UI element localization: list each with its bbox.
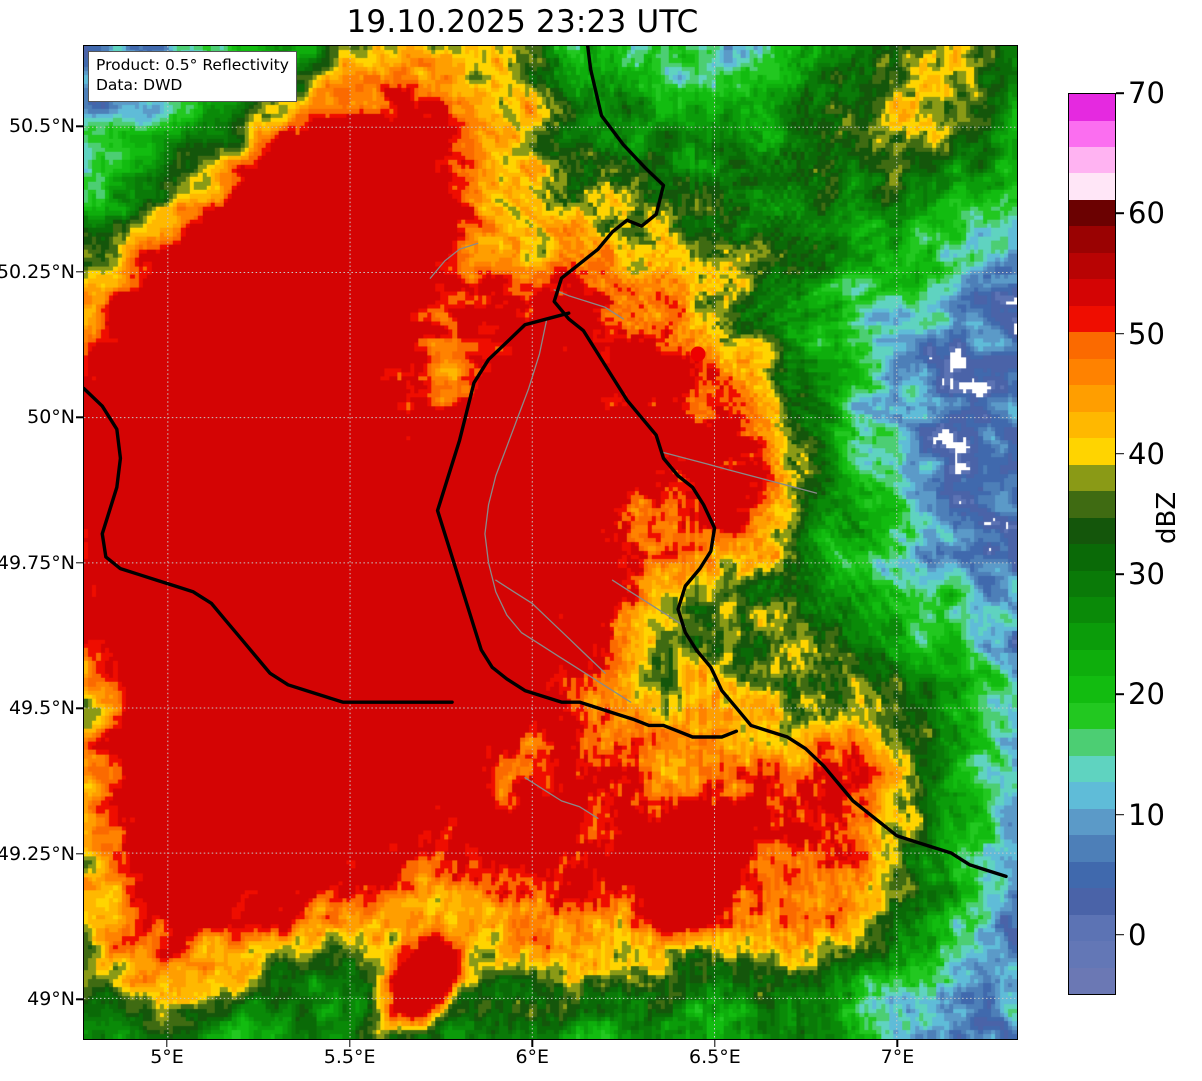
- colorbar-band-21: [1069, 411, 1115, 439]
- latitude-tick-mark-50.25: [76, 271, 83, 273]
- latitude-tick-mark-49.5: [76, 707, 83, 710]
- longitude-tick-label-6.5: 6.5°E: [688, 1046, 741, 1068]
- colorbar-band-29: [1069, 199, 1115, 227]
- colorbar-band-32: [1069, 120, 1115, 147]
- colorbar-tick-mark-10: [1116, 813, 1124, 816]
- figure-title: 19.10.2025 23:23 UTC: [346, 4, 699, 40]
- colorbar-tick-label-0: 0: [1128, 917, 1147, 952]
- colorbar-band-9: [1069, 729, 1115, 756]
- colorbar-band-26: [1069, 279, 1115, 306]
- colorbar-band-7: [1069, 782, 1115, 809]
- colorbar-band-0: [1069, 967, 1115, 994]
- latitude-tick-label-49: 49°N: [27, 988, 75, 1011]
- latitude-tick-mark-50: [76, 416, 83, 419]
- colorbar-band-24: [1069, 332, 1115, 359]
- latitude-tick-label-49.75: 49.75°N: [0, 551, 75, 574]
- colorbar-band-25: [1069, 305, 1115, 333]
- colorbar-tick-mark-60: [1116, 212, 1124, 215]
- colorbar-tick-mark-70: [1116, 92, 1124, 94]
- product-info-box: Product: 0.5° Reflectivity Data: DWD: [88, 51, 297, 102]
- colorbar-axis-label: dBZ: [1152, 491, 1182, 544]
- colorbar-tick-label-10: 10: [1128, 797, 1165, 832]
- longitude-tick-label-5.5: 5.5°E: [323, 1046, 376, 1068]
- longitude-tick-mark-5: [166, 1040, 168, 1047]
- colorbar-band-19: [1069, 464, 1115, 492]
- latitude-tick-mark-49.75: [76, 562, 83, 564]
- colorbar-band-33: [1069, 94, 1115, 121]
- longitude-tick-label-7: 7°E: [880, 1046, 915, 1068]
- colorbar-band-10: [1069, 702, 1115, 730]
- longitude-tick-mark-6: [531, 1040, 533, 1047]
- colorbar-band-16: [1069, 544, 1115, 571]
- latitude-tick-mark-49.25: [76, 853, 83, 855]
- data-source-line: Data: DWD: [96, 75, 183, 94]
- radar-site-marker[interactable]: [690, 346, 706, 362]
- colorbar-band-30: [1069, 173, 1115, 200]
- colorbar-band-27: [1069, 252, 1115, 280]
- colorbar-band-3: [1069, 888, 1115, 915]
- longitude-tick-mark-5.5: [348, 1040, 351, 1047]
- colorbar-tick-label-40: 40: [1128, 436, 1165, 471]
- longitude-tick-mark-6.5: [714, 1040, 716, 1047]
- colorbar-tick-mark-40: [1116, 453, 1124, 455]
- colorbar-band-17: [1069, 517, 1115, 545]
- longitude-tick-mark-7: [896, 1040, 899, 1047]
- longitude-tick-label-6: 6°E: [515, 1046, 550, 1068]
- colorbar-band-23: [1069, 358, 1115, 386]
- latitude-tick-mark-49: [76, 998, 83, 1000]
- longitude-tick-label-5: 5°E: [150, 1046, 184, 1068]
- colorbar-tick-label-60: 60: [1128, 196, 1165, 231]
- reflectivity-colorbar[interactable]: [1068, 93, 1116, 995]
- colorbar-tick-label-50: 50: [1128, 316, 1165, 351]
- colorbar-wrapper[interactable]: [1068, 93, 1116, 995]
- colorbar-band-18: [1069, 491, 1115, 518]
- colorbar-band-22: [1069, 385, 1115, 412]
- colorbar-band-2: [1069, 914, 1115, 942]
- colorbar-band-15: [1069, 570, 1115, 597]
- colorbar-band-1: [1069, 941, 1115, 968]
- colorbar-band-4: [1069, 861, 1115, 889]
- colorbar-band-20: [1069, 438, 1115, 465]
- radar-map-axes[interactable]: [83, 45, 1018, 1040]
- colorbar-tick-label-30: 30: [1128, 557, 1165, 592]
- colorbar-tick-mark-0: [1116, 934, 1124, 936]
- colorbar-band-28: [1069, 226, 1115, 253]
- colorbar-band-11: [1069, 676, 1115, 703]
- colorbar-band-6: [1069, 808, 1115, 836]
- colorbar-tick-label-20: 20: [1128, 677, 1165, 712]
- latitude-tick-label-49.25: 49.25°N: [0, 842, 75, 865]
- colorbar-band-31: [1069, 147, 1115, 174]
- colorbar-band-12: [1069, 649, 1115, 677]
- latitude-tick-label-50: 50°N: [27, 406, 75, 429]
- colorbar-band-8: [1069, 755, 1115, 783]
- latitude-tick-label-49.5: 49.5°N: [8, 697, 75, 720]
- colorbar-tick-label-70: 70: [1128, 76, 1165, 110]
- latitude-tick-mark-50.5: [76, 125, 83, 128]
- colorbar-band-14: [1069, 596, 1115, 624]
- latitude-tick-label-50.25: 50.25°N: [0, 260, 75, 283]
- product-line: Product: 0.5° Reflectivity: [96, 56, 289, 74]
- colorbar-band-13: [1069, 623, 1115, 650]
- latitude-tick-label-50.5: 50.5°N: [8, 115, 75, 138]
- colorbar-tick-mark-20: [1116, 693, 1124, 696]
- radar-reflectivity-field: [84, 46, 1017, 1039]
- colorbar-tick-mark-50: [1116, 332, 1124, 335]
- colorbar-tick-mark-30: [1116, 573, 1124, 575]
- colorbar-band-5: [1069, 835, 1115, 862]
